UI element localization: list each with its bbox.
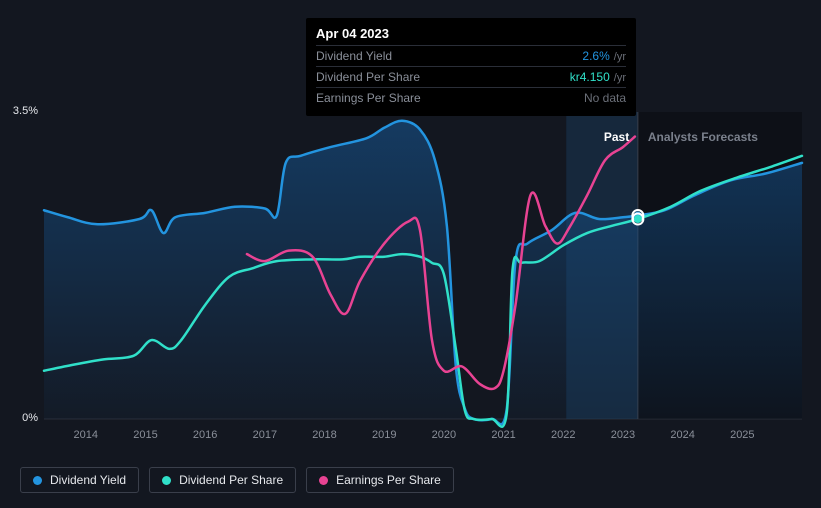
x-axis-label: 2014 [74,429,98,441]
x-axis-label: 2021 [491,429,515,441]
x-axis-label: 2022 [551,429,575,441]
legend-item[interactable]: Dividend Yield [20,467,139,493]
legend-item[interactable]: Dividend Per Share [149,467,296,493]
chart-legend: Dividend Yield Dividend Per Share Earnings… [20,467,454,493]
x-axis-label: 2017 [253,429,277,441]
x-axis-label: 2020 [432,429,456,441]
legend-dot-icon [319,476,328,485]
x-axis-label: 2019 [372,429,396,441]
past-section-label: Past [604,130,629,144]
x-axis-label: 2024 [670,429,694,441]
tooltip-row-value: 2.6%/yr [582,49,626,63]
tooltip-row-value: kr4.150/yr [570,70,626,84]
x-axis-label: 2016 [193,429,217,441]
tooltip-row: Earnings Per Share No data [316,87,626,108]
forecast-section-label: Analysts Forecasts [648,130,758,144]
legend-item-label: Earnings Per Share [336,473,441,487]
chart-tooltip: Apr 04 2023 Dividend Yield2.6%/yrDividen… [306,18,636,116]
tooltip-row-label: Earnings Per Share [316,91,421,105]
legend-dot-icon [33,476,42,485]
legend-dot-icon [162,476,171,485]
legend-item-label: Dividend Yield [50,473,126,487]
x-axis-label: 2015 [133,429,157,441]
legend-item-label: Dividend Per Share [179,473,283,487]
tooltip-row-value: No data [584,91,626,105]
legend-item[interactable]: Earnings Per Share [306,467,454,493]
x-axis-label: 2018 [312,429,336,441]
tooltip-row-label: Dividend Per Share [316,70,420,84]
x-axis-label: 2025 [730,429,754,441]
y-axis-label: 0% [0,412,38,424]
tooltip-row-label: Dividend Yield [316,49,392,63]
y-axis-label: 3.5% [0,105,38,117]
tooltip-title: Apr 04 2023 [316,26,626,45]
tooltip-row: Dividend Yield 2.6%/yr [316,45,626,66]
x-axis-label: 2023 [611,429,635,441]
tooltip-row: Dividend Per Share kr4.150/yr [316,66,626,87]
